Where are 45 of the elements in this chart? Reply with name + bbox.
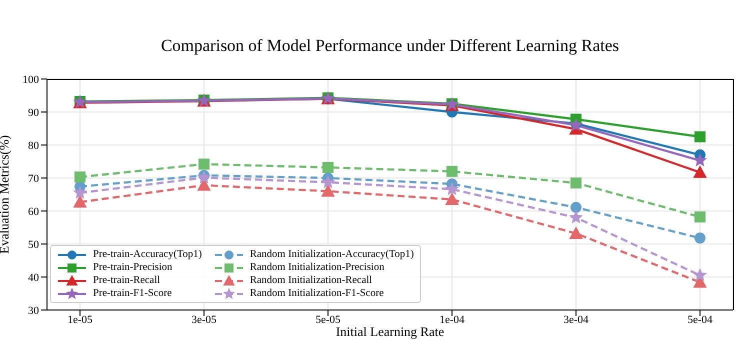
point bbox=[694, 211, 706, 222]
legend-label: Random Initialization-Accuracy(Top1) bbox=[250, 249, 414, 260]
y-tick-label: 100 bbox=[22, 74, 40, 86]
legend-label: Pre-train-Accuracy(Top1) bbox=[93, 249, 202, 260]
legend-label: Pre-train-Recall bbox=[93, 275, 160, 286]
point bbox=[322, 184, 334, 197]
x-tick-label: 3e-05 bbox=[191, 314, 218, 326]
point bbox=[74, 196, 86, 208]
chart-title: Comparison of Model Performance under Different Learning Rates bbox=[160, 36, 620, 56]
y-tick-label: 90 bbox=[28, 106, 40, 119]
y-tick-label: 60 bbox=[28, 206, 40, 218]
point bbox=[694, 166, 706, 178]
legend-label: Pre-train-F1-Score bbox=[93, 288, 172, 299]
y-tick-label: 30 bbox=[28, 304, 40, 317]
x-tick-label: 3e-04 bbox=[563, 314, 590, 326]
point bbox=[570, 226, 582, 239]
legend-label: Pre-train-Precision bbox=[93, 262, 172, 273]
point bbox=[446, 166, 458, 177]
point bbox=[198, 171, 210, 184]
point bbox=[570, 211, 582, 223]
point bbox=[570, 202, 582, 213]
point bbox=[694, 232, 706, 244]
legend-label: Random Initialization-Precision bbox=[250, 262, 384, 273]
y-tick-label: 40 bbox=[28, 272, 40, 284]
point bbox=[694, 154, 706, 166]
point bbox=[322, 176, 334, 188]
point bbox=[694, 131, 706, 142]
y-tick-label: 70 bbox=[28, 172, 40, 185]
x-tick-label: 5e-05 bbox=[315, 314, 342, 326]
x-tick-label: 5e-04 bbox=[687, 314, 714, 326]
point bbox=[446, 192, 458, 205]
x-axis-title: Initial Learning Rate bbox=[336, 324, 444, 339]
point bbox=[446, 182, 458, 195]
point bbox=[570, 177, 582, 188]
legend-label: Random Initialization-F1-Score bbox=[250, 288, 384, 299]
legend-label: Random Initialization-Recall bbox=[250, 275, 372, 286]
point bbox=[198, 158, 210, 170]
y-tick-label: 50 bbox=[28, 238, 40, 251]
point bbox=[74, 172, 86, 183]
y-tick-label: 80 bbox=[28, 140, 40, 152]
x-tick-label: 1e-05 bbox=[67, 314, 94, 326]
x-tick-label: 1e-04 bbox=[439, 314, 466, 326]
point bbox=[322, 162, 334, 173]
point bbox=[694, 268, 706, 281]
point bbox=[74, 186, 86, 198]
